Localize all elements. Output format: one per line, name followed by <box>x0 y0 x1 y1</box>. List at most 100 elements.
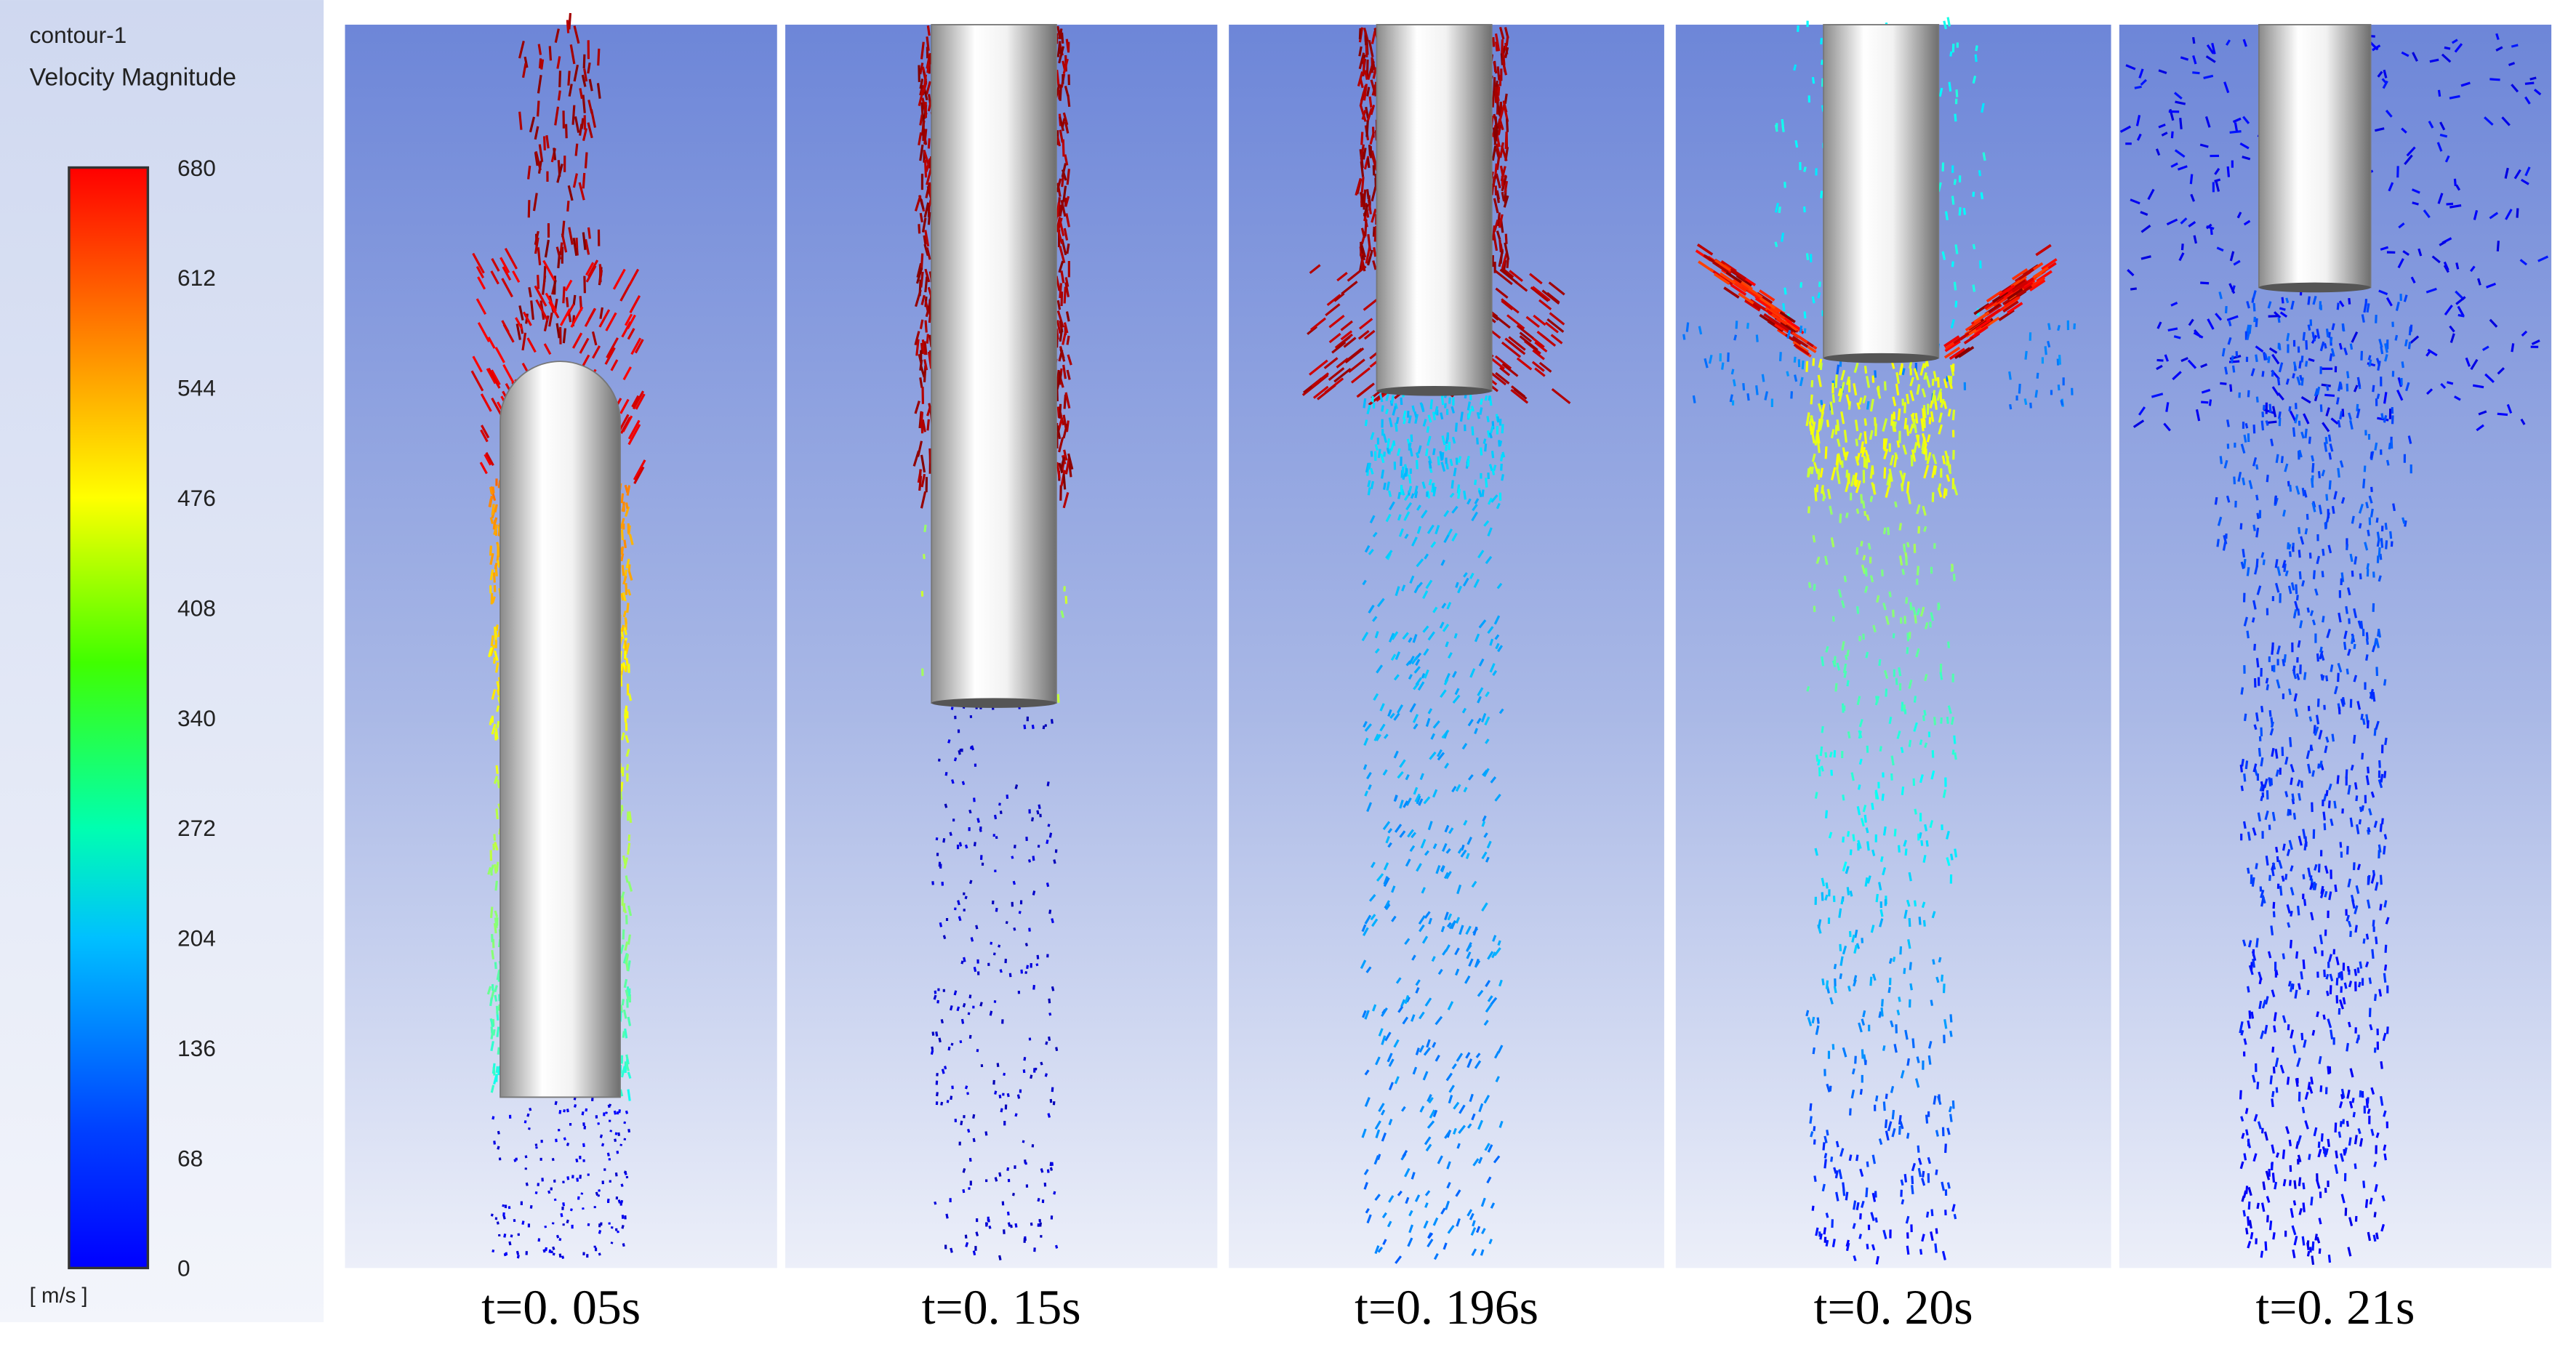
velocity-vector <box>2228 283 2236 294</box>
velocity-vector <box>1916 566 1919 576</box>
velocity-vector <box>515 317 523 330</box>
velocity-vector <box>631 395 640 408</box>
velocity-vector <box>583 68 588 82</box>
velocity-vector <box>1853 383 1858 396</box>
velocity-vector <box>2018 267 2034 281</box>
velocity-vector <box>1428 460 1432 469</box>
velocity-vector <box>1874 370 1877 378</box>
velocity-vector <box>1368 784 1372 790</box>
velocity-vector <box>1532 286 1551 302</box>
velocity-vector <box>2348 412 2352 420</box>
velocity-vector <box>1915 648 1920 658</box>
velocity-vector <box>1476 1226 1481 1234</box>
velocity-vector <box>995 907 998 912</box>
velocity-vector <box>926 36 930 52</box>
velocity-vector <box>926 62 931 73</box>
velocity-vector <box>534 1143 538 1146</box>
velocity-vector <box>1914 413 1919 424</box>
velocity-vector <box>2477 278 2481 286</box>
velocity-vector <box>2252 827 2257 836</box>
velocity-vector <box>1377 1247 1384 1253</box>
velocity-vector <box>1384 733 1389 739</box>
velocity-vector <box>556 164 563 183</box>
velocity-vector <box>2383 973 2387 983</box>
velocity-vector <box>619 944 625 954</box>
velocity-vector <box>1835 454 1839 466</box>
velocity-vector <box>1551 387 1571 405</box>
velocity-vector <box>1853 1255 1857 1262</box>
velocity-vector <box>2307 324 2311 331</box>
velocity-vector <box>1838 908 1842 918</box>
velocity-vector <box>1496 212 1501 227</box>
velocity-vector <box>2370 451 2373 459</box>
velocity-vector <box>2319 1085 2323 1093</box>
velocity-vector <box>928 313 932 323</box>
velocity-vector <box>1421 672 1426 679</box>
velocity-vector <box>2323 442 2328 452</box>
velocity-vector <box>2294 600 2299 611</box>
velocity-vector <box>1477 1156 1483 1164</box>
velocity-vector <box>2335 1150 2338 1159</box>
velocity-vector <box>1409 575 1415 584</box>
velocity-vector <box>1373 225 1378 242</box>
velocity-vector <box>1836 662 1841 671</box>
velocity-vector <box>1861 446 1866 457</box>
velocity-vector <box>1413 411 1418 418</box>
velocity-vector <box>1443 510 1450 518</box>
velocity-vector <box>2036 270 2053 283</box>
velocity-vector <box>572 238 578 257</box>
velocity-vector <box>2215 313 2223 321</box>
velocity-vector <box>558 1109 562 1114</box>
velocity-vector <box>580 118 585 129</box>
velocity-vector <box>2441 53 2452 63</box>
velocity-vector <box>1062 139 1065 157</box>
velocity-vector <box>1427 524 1435 534</box>
velocity-vector <box>2368 808 2372 816</box>
velocity-vector <box>544 239 550 258</box>
velocity-vector <box>2324 436 2328 444</box>
velocity-vector <box>2300 971 2303 980</box>
velocity-vector <box>2444 305 2453 316</box>
velocity-vector <box>2047 323 2051 331</box>
velocity-vector <box>1497 645 1504 653</box>
velocity-vector <box>2252 763 2258 773</box>
velocity-vector <box>1064 121 1070 134</box>
velocity-vector <box>1486 840 1492 849</box>
velocity-vector <box>1932 454 1938 464</box>
velocity-vector <box>1484 395 1488 401</box>
velocity-vector <box>1039 1222 1042 1227</box>
velocity-vector <box>1975 318 1991 331</box>
velocity-vector <box>2278 343 2282 350</box>
velocity-vector <box>2322 616 2325 623</box>
velocity-vector <box>1863 431 1868 444</box>
velocity-vector <box>1358 46 1363 57</box>
velocity-vector <box>569 44 576 65</box>
velocity-vector <box>496 680 501 692</box>
velocity-vector <box>1063 228 1069 241</box>
velocity-vector <box>2002 300 2019 313</box>
velocity-vector <box>1461 707 1467 714</box>
velocity-vector <box>1774 241 1778 248</box>
velocity-vector <box>2308 436 2311 444</box>
velocity-vector <box>570 306 584 328</box>
velocity-vector <box>1056 320 1062 334</box>
velocity-vector <box>2255 558 2259 568</box>
velocity-vector <box>1791 335 1809 348</box>
velocity-vector <box>1909 962 1912 970</box>
velocity-vector <box>1032 890 1036 896</box>
velocity-vector <box>2511 343 2515 353</box>
velocity-vector <box>2366 720 2370 729</box>
velocity-vector <box>2359 806 2363 813</box>
velocity-vector <box>1850 474 1855 487</box>
velocity-vector <box>1813 584 1816 591</box>
velocity-vector <box>963 957 966 962</box>
velocity-vector <box>2378 575 2382 582</box>
velocity-vector <box>1463 572 1468 578</box>
velocity-vector <box>1415 677 1422 686</box>
velocity-vector <box>1060 270 1065 283</box>
velocity-vector <box>1014 784 1019 789</box>
velocity-vector <box>1366 1214 1372 1224</box>
velocity-vector <box>1861 1200 1865 1208</box>
velocity-vector <box>1730 369 1735 375</box>
velocity-vector <box>1395 1255 1403 1264</box>
